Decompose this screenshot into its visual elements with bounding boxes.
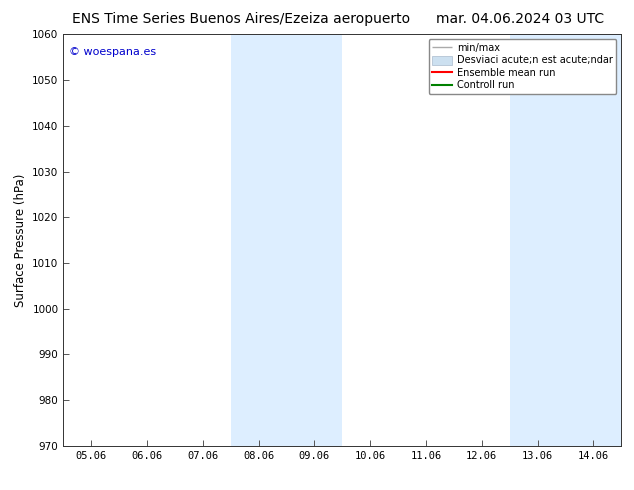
Bar <box>510 34 566 446</box>
Bar <box>287 34 342 446</box>
Legend: min/max, Desviaci acute;n est acute;ndar, Ensemble mean run, Controll run: min/max, Desviaci acute;n est acute;ndar… <box>429 39 616 94</box>
Text: ENS Time Series Buenos Aires/Ezeiza aeropuerto: ENS Time Series Buenos Aires/Ezeiza aero… <box>72 12 410 26</box>
Bar <box>231 34 287 446</box>
Text: © woespana.es: © woespana.es <box>69 47 156 57</box>
Bar <box>566 34 621 446</box>
Text: mar. 04.06.2024 03 UTC: mar. 04.06.2024 03 UTC <box>436 12 604 26</box>
Y-axis label: Surface Pressure (hPa): Surface Pressure (hPa) <box>14 173 27 307</box>
